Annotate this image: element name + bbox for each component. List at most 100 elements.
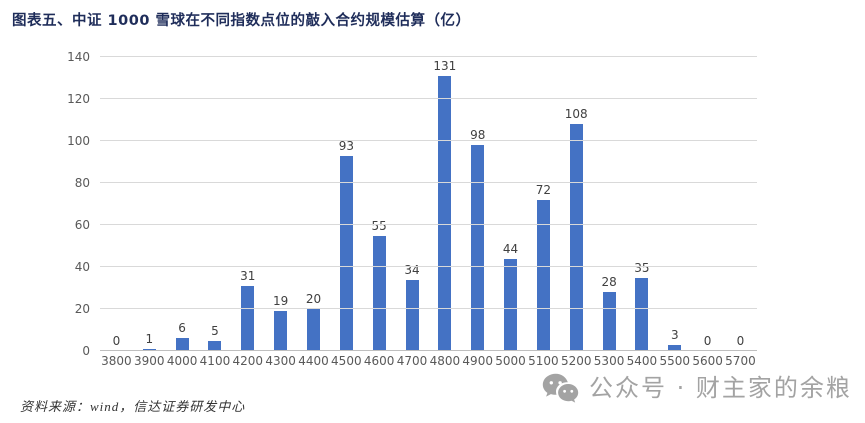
bar-value-label: 28 — [601, 275, 617, 290]
bar-value-label: 35 — [634, 260, 650, 275]
bar-column: 34 — [396, 57, 429, 351]
bar — [339, 155, 353, 351]
x-tick-label: 5700 — [725, 354, 756, 368]
x-tick-label: 4500 — [331, 354, 362, 368]
x-tick-label: 5500 — [659, 354, 691, 368]
gridline — [100, 98, 757, 99]
watermark-text: 公众号 · 财主家的余粮 — [589, 374, 852, 402]
x-tick-label: 4200 — [232, 354, 264, 368]
bar — [635, 277, 649, 351]
y-tick-label: 120 — [67, 92, 90, 106]
bar-value-label: 93 — [338, 138, 354, 153]
y-tick-label: 80 — [74, 176, 90, 190]
bar-column: 35 — [626, 57, 659, 351]
bar-column: 28 — [593, 57, 626, 351]
bar — [208, 340, 222, 351]
bar-value-label: 0 — [736, 334, 745, 348]
x-tick-label: 4100 — [199, 354, 231, 368]
x-tick-label: 5300 — [593, 354, 625, 368]
bar — [602, 292, 616, 351]
x-tick-label: 5100 — [528, 354, 559, 368]
gridline — [100, 224, 757, 225]
y-tick-label: 60 — [74, 218, 90, 232]
bar — [142, 348, 156, 351]
bar-column: 6 — [166, 57, 199, 351]
wechat-icon — [542, 373, 579, 403]
bar-column: 19 — [264, 57, 297, 351]
bar-column: 108 — [560, 57, 593, 351]
bar-column: 55 — [363, 57, 396, 351]
x-tick-label: 4300 — [265, 354, 296, 368]
x-tick-label: 4800 — [429, 354, 461, 368]
source-note: 资料来源：wind，信达证券研发中心 — [20, 399, 246, 414]
bar-value-label: 20 — [305, 292, 322, 306]
bar-column: 31 — [231, 57, 264, 351]
x-tick-label: 3900 — [133, 354, 165, 368]
gridline — [100, 140, 757, 141]
bar — [241, 285, 255, 351]
gridline — [100, 56, 757, 57]
bar — [668, 344, 682, 351]
bar — [405, 279, 419, 351]
bar-value-label: 6 — [178, 321, 186, 336]
bar-value-label: 3 — [670, 327, 679, 342]
y-tick-label: 0 — [82, 344, 90, 358]
bar — [569, 124, 583, 351]
x-tick-label: 4600 — [363, 354, 395, 368]
x-axis-line — [100, 350, 757, 351]
x-tick-label: 4000 — [166, 354, 198, 368]
bar-column: 0 — [691, 57, 724, 351]
bar-value-label: 98 — [470, 128, 486, 143]
y-tick-label: 140 — [67, 50, 90, 64]
x-tick-label: 5200 — [560, 354, 592, 368]
y-tick-label: 20 — [74, 302, 90, 316]
bar-column: 72 — [527, 57, 560, 351]
gridline — [100, 308, 757, 309]
bar-value-label: 0 — [112, 334, 121, 348]
watermark: 公众号 · 财主家的余粮 — [542, 372, 852, 404]
bar-value-label: 0 — [703, 334, 712, 348]
bar-series: 0 1 6 5 31 19 20 93 55 34 131 98 44 72 108 28 35 3 0 0 — [100, 57, 757, 351]
bar-value-label: 19 — [273, 294, 289, 309]
x-tick-label: 4400 — [298, 354, 329, 368]
x-tick-label: 5400 — [626, 354, 658, 368]
bar — [175, 338, 189, 351]
bar-value-label: 131 — [433, 58, 457, 73]
bar-value-label: 108 — [564, 107, 588, 122]
bar-column: 98 — [461, 57, 494, 351]
gridline — [100, 182, 757, 183]
bar — [274, 311, 288, 351]
bar-column: 131 — [428, 57, 461, 351]
bar-column: 20 — [297, 57, 330, 351]
bar-value-label: 31 — [240, 268, 256, 283]
x-tick-label: 5000 — [495, 354, 526, 368]
bar-value-label: 5 — [211, 323, 219, 338]
y-axis: 0 20 40 60 80 100 120 140 — [0, 51, 90, 357]
bar-value-label: 1 — [145, 331, 154, 346]
bar-column: 93 — [330, 57, 363, 351]
bar-column: 5 — [199, 57, 232, 351]
bar-column: 44 — [494, 57, 527, 351]
x-tick-label: 5600 — [692, 354, 723, 368]
bar-column: 0 — [100, 57, 133, 351]
chart-title: 图表五、中证 1000 雪球在不同指数点位的敲入合约规模估算（亿） — [12, 13, 471, 29]
bar — [471, 145, 485, 351]
bar — [372, 235, 386, 351]
bar-value-label: 72 — [535, 182, 552, 197]
bar-column: 1 — [133, 57, 166, 351]
y-tick-label: 100 — [67, 134, 90, 148]
bar-value-label: 55 — [371, 218, 387, 233]
bar — [504, 258, 518, 351]
x-tick-label: 3800 — [101, 354, 132, 368]
bar-value-label: 44 — [502, 241, 519, 256]
x-axis: 3800 3900 4000 4100 4200 4300 4400 4500 4600 4700… — [100, 355, 757, 371]
plot-area: 0 1 6 5 31 19 20 93 55 34 131 98 44 72 108 28 35 3 0 0 — [100, 56, 757, 351]
x-tick-label: 4700 — [396, 354, 428, 368]
bar-column: 3 — [658, 57, 691, 351]
bar-column: 0 — [724, 57, 757, 351]
bar — [306, 309, 320, 351]
bar — [438, 75, 452, 351]
gridline — [100, 266, 757, 267]
bar — [536, 199, 550, 351]
